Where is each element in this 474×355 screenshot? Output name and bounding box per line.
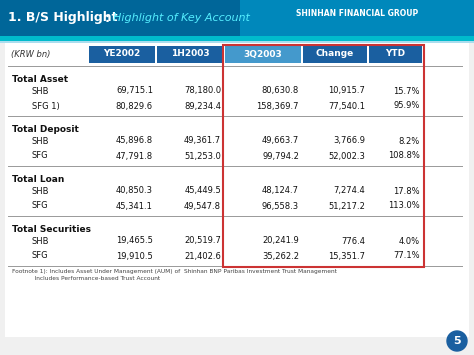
Text: Footnote 1): Includes Asset Under Management (AUM) of  Shinhan BNP Paribas Inves: Footnote 1): Includes Asset Under Manage…: [12, 269, 337, 274]
Text: 51,253.0: 51,253.0: [184, 152, 221, 160]
Text: Total Asset: Total Asset: [12, 76, 68, 84]
Text: Total Deposit: Total Deposit: [12, 126, 79, 135]
Text: 45,896.8: 45,896.8: [116, 137, 153, 146]
Text: 99,794.2: 99,794.2: [262, 152, 299, 160]
Bar: [223, 44, 424, 267]
Text: SHB: SHB: [32, 87, 49, 95]
Text: Includes Performance-based Trust Account: Includes Performance-based Trust Account: [12, 275, 160, 280]
Text: 15.7%: 15.7%: [393, 87, 420, 95]
Text: 20,519.7: 20,519.7: [184, 236, 221, 246]
Text: 21,402.6: 21,402.6: [184, 251, 221, 261]
Text: 96,558.3: 96,558.3: [262, 202, 299, 211]
Text: SHB: SHB: [32, 186, 49, 196]
Text: 78,180.0: 78,180.0: [184, 87, 221, 95]
Text: 48,124.7: 48,124.7: [262, 186, 299, 196]
Text: Total Loan: Total Loan: [12, 175, 64, 185]
Text: 80,630.8: 80,630.8: [262, 87, 299, 95]
Text: 5: 5: [453, 336, 461, 346]
Text: 158,369.7: 158,369.7: [256, 102, 299, 110]
Text: 8.2%: 8.2%: [399, 137, 420, 146]
Text: 45,449.5: 45,449.5: [184, 186, 221, 196]
Text: 7,274.4: 7,274.4: [333, 186, 365, 196]
Text: SFG 1): SFG 1): [32, 102, 60, 110]
Bar: [0, 41, 474, 43]
Bar: [303, 45, 367, 62]
Text: SFG: SFG: [32, 202, 49, 211]
Text: SHB: SHB: [32, 236, 49, 246]
Bar: [157, 45, 223, 62]
Text: Highlight of Key Account: Highlight of Key Account: [113, 13, 250, 23]
Bar: [0, 0, 474, 36]
Bar: [240, 0, 474, 36]
Text: SHINHAN FINANCIAL GROUP: SHINHAN FINANCIAL GROUP: [296, 10, 418, 18]
Text: SHB: SHB: [32, 137, 49, 146]
Text: Total Securities: Total Securities: [12, 225, 91, 235]
Text: SFG: SFG: [32, 152, 49, 160]
Text: 10,915.7: 10,915.7: [328, 87, 365, 95]
Text: YE2002: YE2002: [103, 49, 141, 59]
Bar: [225, 45, 301, 62]
Text: 15,351.7: 15,351.7: [328, 251, 365, 261]
Text: 4.0%: 4.0%: [399, 236, 420, 246]
Text: 113.0%: 113.0%: [388, 202, 420, 211]
Bar: [5, 43, 469, 337]
Text: 52,002.3: 52,002.3: [328, 152, 365, 160]
Text: 47,791.8: 47,791.8: [116, 152, 153, 160]
Text: 19,910.5: 19,910.5: [116, 251, 153, 261]
Bar: [0, 36, 474, 41]
Text: 49,547.8: 49,547.8: [184, 202, 221, 211]
Text: Change: Change: [316, 49, 354, 59]
Text: 35,262.2: 35,262.2: [262, 251, 299, 261]
Text: 51,217.2: 51,217.2: [328, 202, 365, 211]
Text: YTD: YTD: [385, 49, 406, 59]
Text: 69,715.1: 69,715.1: [116, 87, 153, 95]
Text: 1. B/S Highlight: 1. B/S Highlight: [8, 11, 118, 24]
Text: 89,234.4: 89,234.4: [184, 102, 221, 110]
Text: 40,850.3: 40,850.3: [116, 186, 153, 196]
Text: :: :: [105, 11, 110, 24]
Circle shape: [447, 331, 467, 351]
Text: SFG: SFG: [32, 251, 49, 261]
Text: 776.4: 776.4: [341, 236, 365, 246]
Text: 19,465.5: 19,465.5: [116, 236, 153, 246]
Text: 20,241.9: 20,241.9: [262, 236, 299, 246]
Text: 49,663.7: 49,663.7: [262, 137, 299, 146]
Text: 1H2003: 1H2003: [171, 49, 210, 59]
Bar: [369, 45, 422, 62]
Text: 77,540.1: 77,540.1: [328, 102, 365, 110]
Text: 95.9%: 95.9%: [393, 102, 420, 110]
Text: 17.8%: 17.8%: [393, 186, 420, 196]
Text: 80,829.6: 80,829.6: [116, 102, 153, 110]
Text: 3Q2003: 3Q2003: [244, 49, 283, 59]
Text: 49,361.7: 49,361.7: [184, 137, 221, 146]
Text: (KRW bn): (KRW bn): [11, 49, 50, 59]
Bar: [89, 45, 155, 62]
Text: 3,766.9: 3,766.9: [333, 137, 365, 146]
Text: 45,341.1: 45,341.1: [116, 202, 153, 211]
Text: 77.1%: 77.1%: [393, 251, 420, 261]
Text: 108.8%: 108.8%: [388, 152, 420, 160]
